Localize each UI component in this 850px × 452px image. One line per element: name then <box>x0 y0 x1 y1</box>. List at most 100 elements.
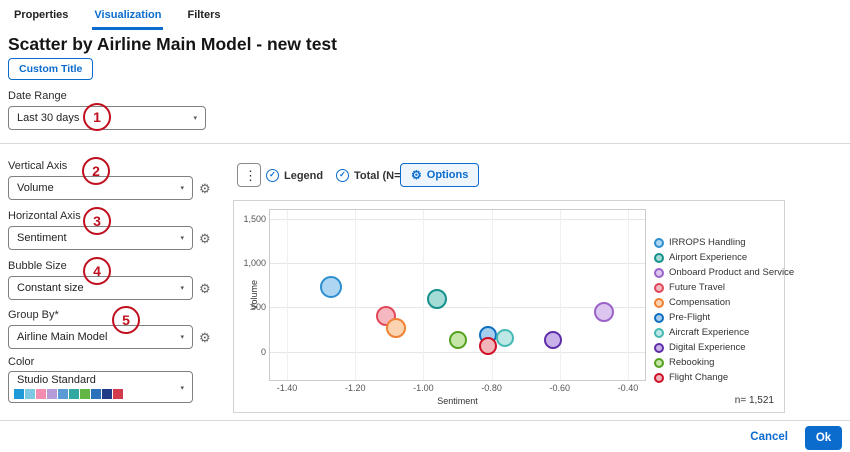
group-by-label: Group By* <box>8 309 59 321</box>
y-tick-label: 500 <box>250 302 266 313</box>
gear-icon: ⚙ <box>411 168 422 182</box>
tab-properties[interactable]: Properties <box>14 9 69 21</box>
color-swatch <box>47 389 57 399</box>
ok-button[interactable]: Ok <box>805 426 842 450</box>
legend-item[interactable]: Rebooking <box>654 355 794 370</box>
legend-item[interactable]: Flight Change <box>654 370 794 385</box>
bubble-compensation[interactable] <box>386 317 407 338</box>
legend-item[interactable]: Future Travel <box>654 280 794 295</box>
custom-title-button[interactable]: Custom Title <box>8 58 94 80</box>
legend-item-label: Onboard Product and Service <box>669 267 795 278</box>
chevron-down-icon: ▾ <box>180 285 184 292</box>
bubble-flight-change[interactable] <box>479 337 498 356</box>
annotation-circle-2: 2 <box>82 157 110 185</box>
gridline-vertical <box>491 210 493 380</box>
color-select[interactable]: Studio Standard ▾ <box>8 371 193 403</box>
x-tick-label: -1.40 <box>276 383 298 393</box>
check-circle-icon: ✓ <box>266 169 279 182</box>
vertical-axis-label: Vertical Axis <box>8 160 68 172</box>
legend-item-label: Future Travel <box>669 282 725 293</box>
chevron-down-icon: ▾ <box>180 185 184 192</box>
legend-item[interactable]: Compensation <box>654 295 794 310</box>
legend-swatch-icon <box>654 312 664 323</box>
color-swatch <box>36 389 46 399</box>
legend-item-label: Airport Experience <box>669 252 748 263</box>
check-circle-icon: ✓ <box>336 169 349 182</box>
legend-item[interactable]: Digital Experience <box>654 340 794 355</box>
annotation-circle-4: 4 <box>83 257 111 285</box>
gridline-vertical <box>559 210 561 380</box>
gridline-vertical <box>287 210 289 380</box>
chevron-down-icon: ▾ <box>180 385 184 392</box>
bubble-size-value: Constant size <box>17 282 84 294</box>
legend-item-label: Digital Experience <box>669 342 746 353</box>
gridline-vertical <box>627 210 629 380</box>
bubble-irrops-handling[interactable] <box>320 275 343 298</box>
gridline-vertical <box>423 210 425 380</box>
page-title: Scatter by Airline Main Model - new test <box>8 34 337 54</box>
legend-item[interactable]: Aircraft Experience <box>654 325 794 340</box>
annotation-circle-1: 1 <box>83 103 111 131</box>
x-axis-title: Sentiment <box>437 396 478 406</box>
color-swatch <box>113 389 123 399</box>
cancel-button[interactable]: Cancel <box>750 431 788 443</box>
legend-item[interactable]: Airport Experience <box>654 250 794 265</box>
bubble-rebooking[interactable] <box>448 331 467 350</box>
group-by-select[interactable]: Airline Main Model ▾ <box>8 325 193 349</box>
options-button[interactable]: ⚙ Options <box>400 163 480 187</box>
x-tick-label: -0.80 <box>481 383 502 393</box>
legend-item[interactable]: Pre-Flight <box>654 310 794 325</box>
horizontal-axis-value: Sentiment <box>17 232 67 244</box>
x-tick-label: -0.40 <box>617 383 639 393</box>
date-range-label: Date Range <box>8 90 67 102</box>
gridline-horizontal <box>270 351 645 353</box>
color-swatch <box>69 389 79 399</box>
tab-visualization[interactable]: Visualization <box>92 0 164 30</box>
total-n-toggle[interactable]: ✓ Total (N=) <box>336 169 404 182</box>
legend-swatch-icon <box>654 372 664 383</box>
plot-area: Volume Sentiment 0 500 1,000 1,500 -1.40 -1.2… <box>243 209 646 406</box>
color-label: Color <box>8 356 35 368</box>
chart-legend: IRROPS Handling Airport Experience Onboard… <box>654 235 794 385</box>
y-tick-label: 0 <box>260 346 266 357</box>
color-swatch <box>14 389 24 399</box>
legend-item-label: Compensation <box>669 297 731 308</box>
horizontal-axis-gear-icon[interactable]: ⚙ <box>199 231 211 246</box>
gridline-horizontal <box>270 218 645 220</box>
chevron-down-icon: ▾ <box>193 115 197 122</box>
kebab-menu-button[interactable]: ⋮ <box>237 163 261 187</box>
color-swatch <box>102 389 112 399</box>
tab-filters[interactable]: Filters <box>187 9 221 21</box>
y-tick-label: 1,500 <box>243 213 266 224</box>
bubble-size-label: Bubble Size <box>8 260 67 272</box>
chevron-down-icon: ▾ <box>180 334 184 341</box>
legend-item-label: Aircraft Experience <box>669 327 750 338</box>
bubble-size-gear-icon[interactable]: ⚙ <box>199 281 211 296</box>
color-value: Studio Standard <box>17 374 96 386</box>
legend-item[interactable]: IRROPS Handling <box>654 235 794 250</box>
section-divider <box>0 143 850 144</box>
bubble-aircraft-experience[interactable] <box>496 328 515 347</box>
legend-item-label: Rebooking <box>669 357 715 368</box>
vertical-axis-select[interactable]: Volume ▾ <box>8 176 193 200</box>
legend-swatch-icon <box>654 267 664 278</box>
chart-panel: Volume Sentiment 0 500 1,000 1,500 -1.40 -1.2… <box>233 200 794 413</box>
x-tick-label: -0.60 <box>549 383 571 393</box>
annotation-circle-5: 5 <box>112 306 140 334</box>
chevron-down-icon: ▾ <box>180 235 184 242</box>
group-by-gear-icon[interactable]: ⚙ <box>199 330 211 345</box>
legend-swatch-icon <box>654 327 664 338</box>
total-n-toggle-label: Total (N=) <box>354 169 405 182</box>
vertical-axis-value: Volume <box>17 182 54 194</box>
color-swatch <box>25 389 35 399</box>
legend-swatch-icon <box>654 297 664 308</box>
legend-toggle[interactable]: ✓ Legend <box>266 169 323 182</box>
sample-size-label: n= 1,521 <box>734 395 774 406</box>
bubble-digital-experience[interactable] <box>543 331 562 350</box>
legend-toggle-label: Legend <box>284 169 324 182</box>
bubble-onboard-product-and-service[interactable] <box>594 301 615 322</box>
vertical-axis-gear-icon[interactable]: ⚙ <box>199 181 211 196</box>
legend-item[interactable]: Onboard Product and Service <box>654 265 794 280</box>
bubble-airport-experience[interactable] <box>427 288 448 309</box>
